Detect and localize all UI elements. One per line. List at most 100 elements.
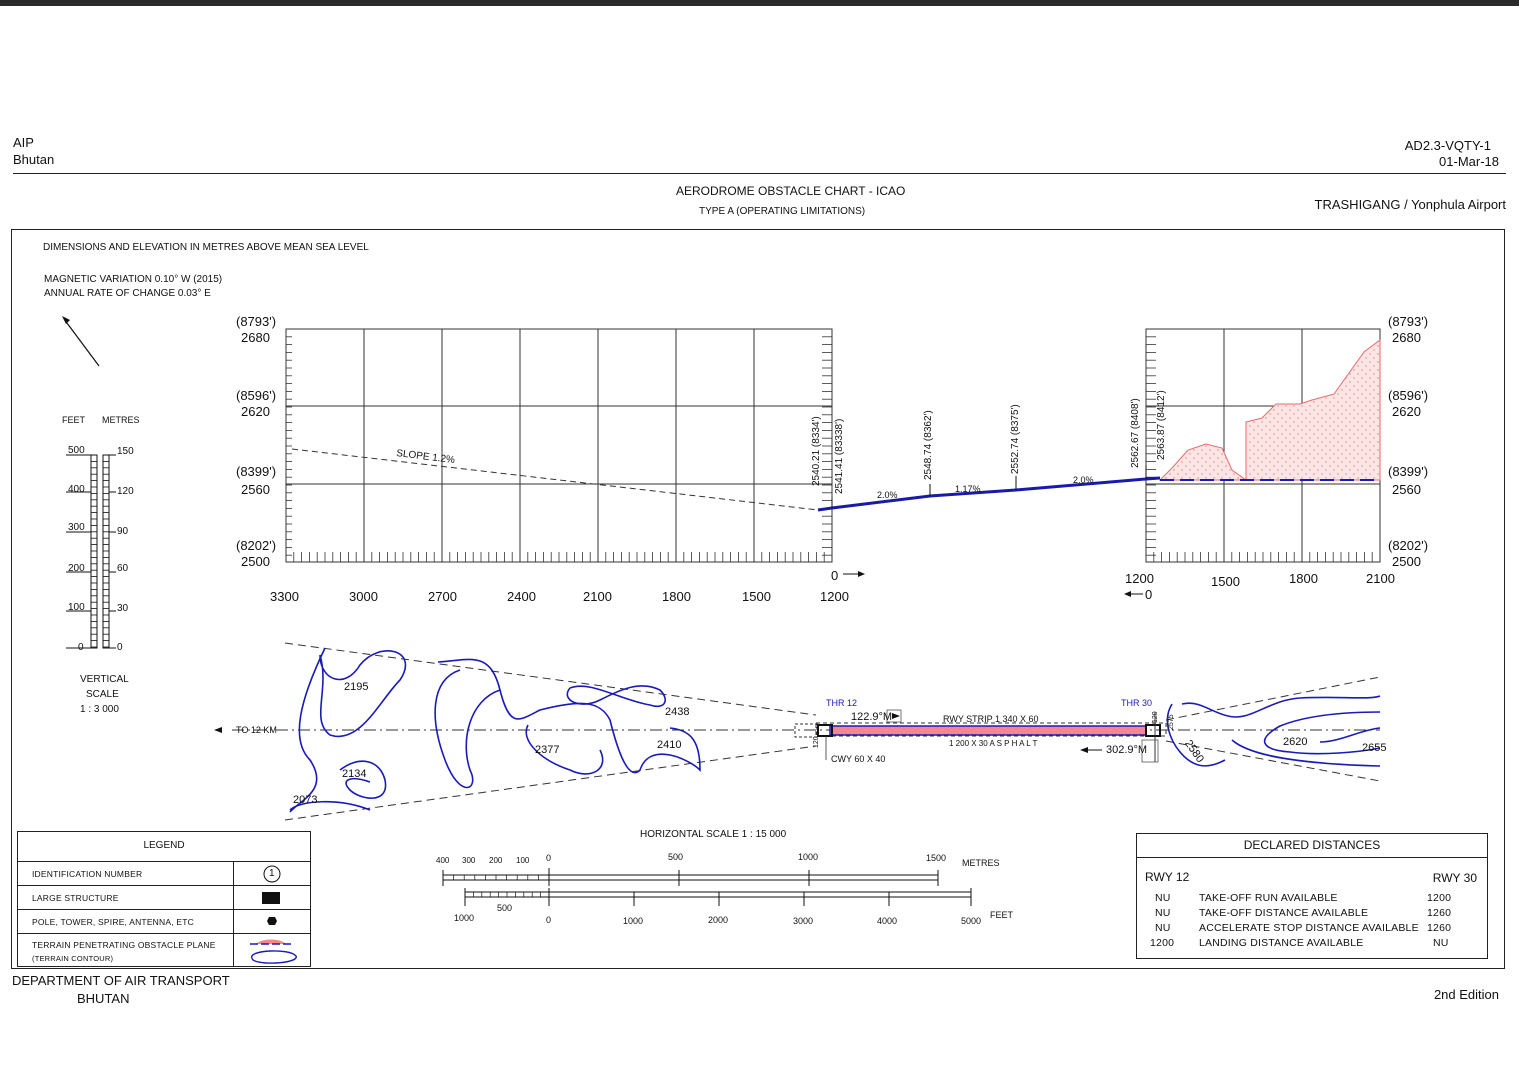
elev-left-ft-2680: (8793') (236, 314, 277, 329)
x-label-2700: 2700 (428, 589, 457, 604)
dimensions-note: DIMENSIONS AND ELEVATION IN METRES ABOVE… (43, 242, 369, 253)
elev-right-ft-2620: (8596') (1388, 388, 1429, 403)
vscale-title-2: SCALE (86, 689, 119, 700)
contour-2195: 2195 (344, 681, 369, 693)
vscale-m-120: 120 (117, 486, 134, 497)
elev-right-ft-2500: (8202') (1388, 538, 1429, 553)
small-label-2575: 2575 (1168, 714, 1175, 730)
dd-row2-label: TAKE-OFF DISTANCE AVAILABLE (1199, 907, 1369, 919)
annual-change: ANNUAL RATE OF CHANGE 0.03° E (44, 288, 211, 299)
runway-elev-4: 2552.74 (8375') (1010, 404, 1021, 474)
contour-2655: 2655 (1362, 742, 1387, 754)
legend-title: LEGEND (143, 840, 185, 851)
metres-unit-label: METRES (102, 415, 140, 425)
elev-left-ft-2500: (8202') (236, 538, 277, 553)
hscale-title: HORIZONTAL SCALE 1 : 15 000 (640, 829, 787, 840)
runway-elev-1: 2540.21 (8334') (811, 416, 822, 486)
declared-distances-box: DECLARED DISTANCES RWY 12 RWY 30 NU TAKE… (1136, 833, 1488, 959)
dd-title: DECLARED DISTANCES (1243, 838, 1381, 852)
elev-left-m-2620: 2620 (241, 404, 270, 419)
elev-right-m-2680: 2680 (1392, 330, 1421, 345)
small-label-120-b: 120 (813, 736, 820, 748)
gradient-2: 1.17% (955, 484, 981, 494)
magnetic-variation: MAGNETIC VARIATION 0.10° W (2015) (44, 274, 223, 285)
x-right-start-1200: 1200 (1125, 571, 1154, 586)
airport-name: TRASHIGANG / Yonphula Airport (1314, 197, 1506, 212)
legend-item-contour: (TERRAIN CONTOUR) (32, 954, 114, 963)
footer-edition: 2nd Edition (1433, 987, 1499, 1002)
hscale-m-300: 300 (462, 856, 476, 865)
x-label-2100: 2100 (583, 589, 612, 604)
dd-row4-label: LANDING DISTANCE AVAILABLE (1199, 937, 1364, 949)
hscale-m-500: 500 (668, 852, 684, 862)
legend-box: LEGEND IDENTIFICATION NUMBER LARGE STRUC… (17, 831, 311, 967)
contour-2438: 2438 (665, 706, 690, 718)
hscale-ft-1000: 1000 (454, 913, 475, 923)
vscale-m-60: 60 (117, 563, 129, 574)
clearway-12 (794, 723, 818, 738)
legend-item-plane: TERRAIN PENETRATING OBSTACLE PLANE (32, 940, 216, 950)
vscale-ft-400: 400 (68, 484, 85, 495)
small-label-120-a: 120 (1152, 711, 1159, 723)
elev-left-ft-2620: (8596') (236, 388, 277, 403)
feet-unit-label: FEET (62, 415, 86, 425)
elev-left-m-2680: 2680 (241, 330, 270, 345)
dd-rwy30: RWY 30 (1432, 871, 1477, 885)
dd-row3-label: ACCELERATE STOP DISTANCE AVAILABLE (1199, 922, 1419, 934)
vscale-ft-0: 0 (78, 642, 84, 653)
header-rule (13, 173, 1506, 174)
runway-profile-line (817, 476, 1161, 512)
hscale-ft-r-4000: 4000 (877, 916, 898, 926)
runway-label: 1 200 X 30 A S P H A L T (949, 739, 1038, 748)
page-ref: AD2.3-VQTY-1 (1404, 138, 1491, 153)
cwy-label: CWY 60 X 40 (831, 754, 886, 764)
aip-label: AIP (13, 135, 34, 150)
legend-item-structure: LARGE STRUCTURE (32, 893, 119, 903)
profile-grid-left (285, 328, 833, 563)
dd-row1-left: NU (1155, 892, 1171, 904)
contour-2134: 2134 (342, 768, 367, 780)
x-label-1200: 1200 (820, 589, 849, 604)
x-label-1500: 1500 (742, 589, 771, 604)
elev-right-ft-2680: (8793') (1388, 314, 1429, 329)
id-number-icon (263, 865, 281, 883)
terrain-contour-icon (251, 950, 297, 964)
x-right-1500: 1500 (1211, 574, 1240, 589)
vscale-m-150: 150 (117, 446, 134, 457)
vscale-ratio: 1 : 3 000 (80, 704, 119, 715)
to-12km-label: TO 12 KM (236, 725, 277, 735)
vertical-scale-bar (66, 454, 116, 649)
footer-dept: DEPARTMENT OF AIR TRANSPORT (12, 973, 230, 988)
bearing-12: 122.9°M (851, 711, 893, 723)
north-arrow-icon (62, 316, 100, 367)
runway-elev-5: 2562.67 (8408') (1130, 398, 1141, 468)
dd-row3-left: NU (1155, 922, 1171, 934)
to-12km-arrow-icon (214, 727, 222, 733)
hscale-ft-r-1000: 1000 (623, 916, 644, 926)
plan-splay-lines (232, 642, 1381, 821)
runway-elev-6: 2563.87 (8412') (1156, 390, 1167, 460)
large-structure-icon (262, 892, 280, 904)
hscale-m-1500: 1500 (926, 853, 947, 863)
x-label-2400: 2400 (507, 589, 536, 604)
x-right-1800: 1800 (1289, 571, 1318, 586)
runway-elev-2: 2541.41 (83338') (834, 418, 845, 494)
elev-right-m-2560: 2560 (1392, 482, 1421, 497)
vscale-ft-100: 100 (68, 602, 85, 613)
thr12-label: THR 12 (826, 698, 858, 708)
top-bar (0, 0, 1519, 6)
vscale-ft-300: 300 (68, 522, 85, 533)
hscale-feet-unit: FEET (990, 910, 1014, 920)
hscale-ft-r-3000: 3000 (793, 916, 814, 926)
footer-country: BHUTAN (77, 991, 130, 1006)
horizontal-scale-bars (442, 868, 972, 906)
zero-label-a: 0 (831, 568, 839, 583)
gradient-3: 2.0% (1073, 475, 1094, 485)
contour-2410: 2410 (657, 739, 682, 751)
gradient-1: 2.0% (877, 490, 898, 500)
contour-2377: 2377 (535, 744, 560, 756)
elev-right-m-2500: 2500 (1392, 554, 1421, 569)
runway (829, 725, 1147, 736)
dd-rwy12: RWY 12 (1145, 870, 1190, 884)
hscale-ft-r-2000: 2000 (708, 915, 729, 925)
